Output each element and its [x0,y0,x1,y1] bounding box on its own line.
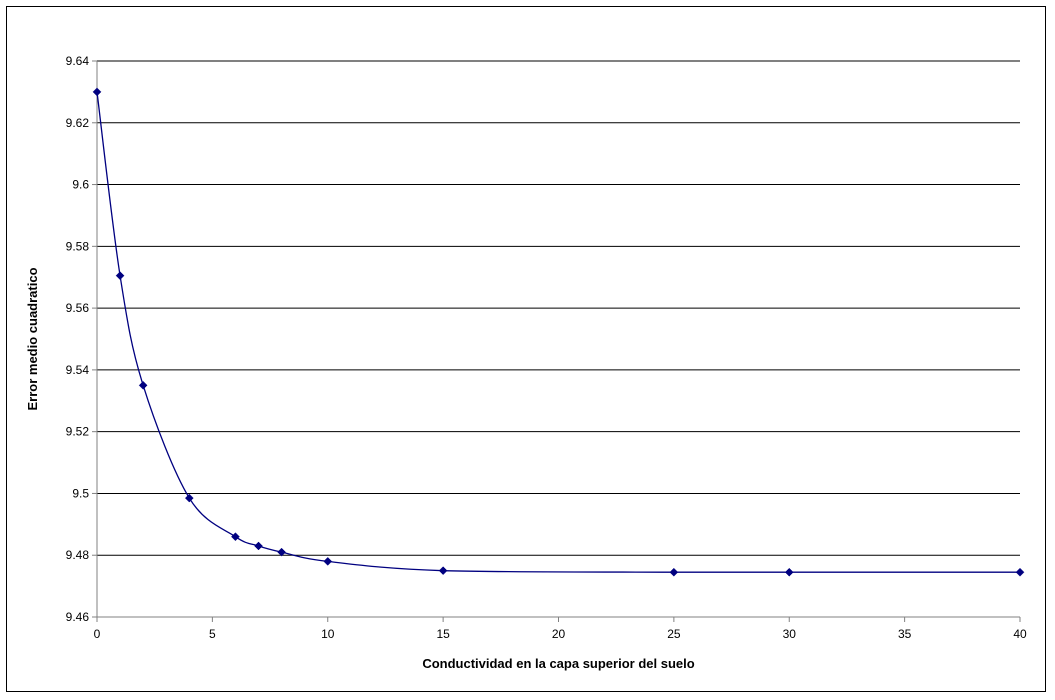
data-point [438,566,448,576]
data-point [92,87,102,97]
x-tick-label: 20 [552,627,566,641]
x-tick-label: 5 [209,627,216,641]
data-point [1015,567,1025,577]
x-axis-ticks: 0 5 10 15 20 25 30 35 40 [94,617,1027,641]
y-tick-label: 9.5 [72,486,89,500]
y-tick-label: 9.54 [66,363,90,377]
x-tick-label: 40 [1013,627,1027,641]
y-tick-label: 9.56 [66,301,90,315]
y-tick-label: 9.64 [66,54,90,68]
data-point [669,567,679,577]
chart-frame: 9.46 9.48 9.5 9.52 9.54 9.56 9.58 9.6 9.62 9.64 0… [6,6,1046,692]
x-tick-label: 25 [667,627,681,641]
data-point [184,493,194,503]
y-tick-label: 9.48 [66,548,90,562]
data-point [323,557,333,566]
x-tick-label: 35 [898,627,912,641]
y-tick-label: 9.46 [66,610,90,624]
y-tick-label: 9.58 [66,239,90,253]
x-tick-label: 10 [321,627,335,641]
x-tick-label: 15 [436,627,450,641]
x-axis-title: Conductividad en la capa superior del su… [422,656,694,671]
data-point [231,532,240,542]
x-tick-label: 0 [94,627,101,641]
y-tick-label: 9.62 [66,116,90,130]
x-tick-label: 30 [783,627,797,641]
y-axis-ticks: 9.46 9.48 9.5 9.52 9.54 9.56 9.58 9.6 9.62 9.64 [66,54,97,624]
gridlines [97,60,1020,556]
plot-background [97,61,1020,617]
plot-area [97,61,1020,617]
chart-canvas: 9.46 9.48 9.5 9.52 9.54 9.56 9.58 9.6 9.62 9.64 0… [25,54,1027,671]
y-tick-label: 9.52 [66,425,90,439]
y-tick-label: 9.6 [72,178,89,192]
y-axis-title: Error medio cuadratico [25,267,40,410]
data-point [115,271,125,281]
data-point [784,567,794,577]
data-point [138,380,148,390]
data-point [277,547,286,557]
series-layer [92,87,1025,577]
data-point [254,541,263,551]
